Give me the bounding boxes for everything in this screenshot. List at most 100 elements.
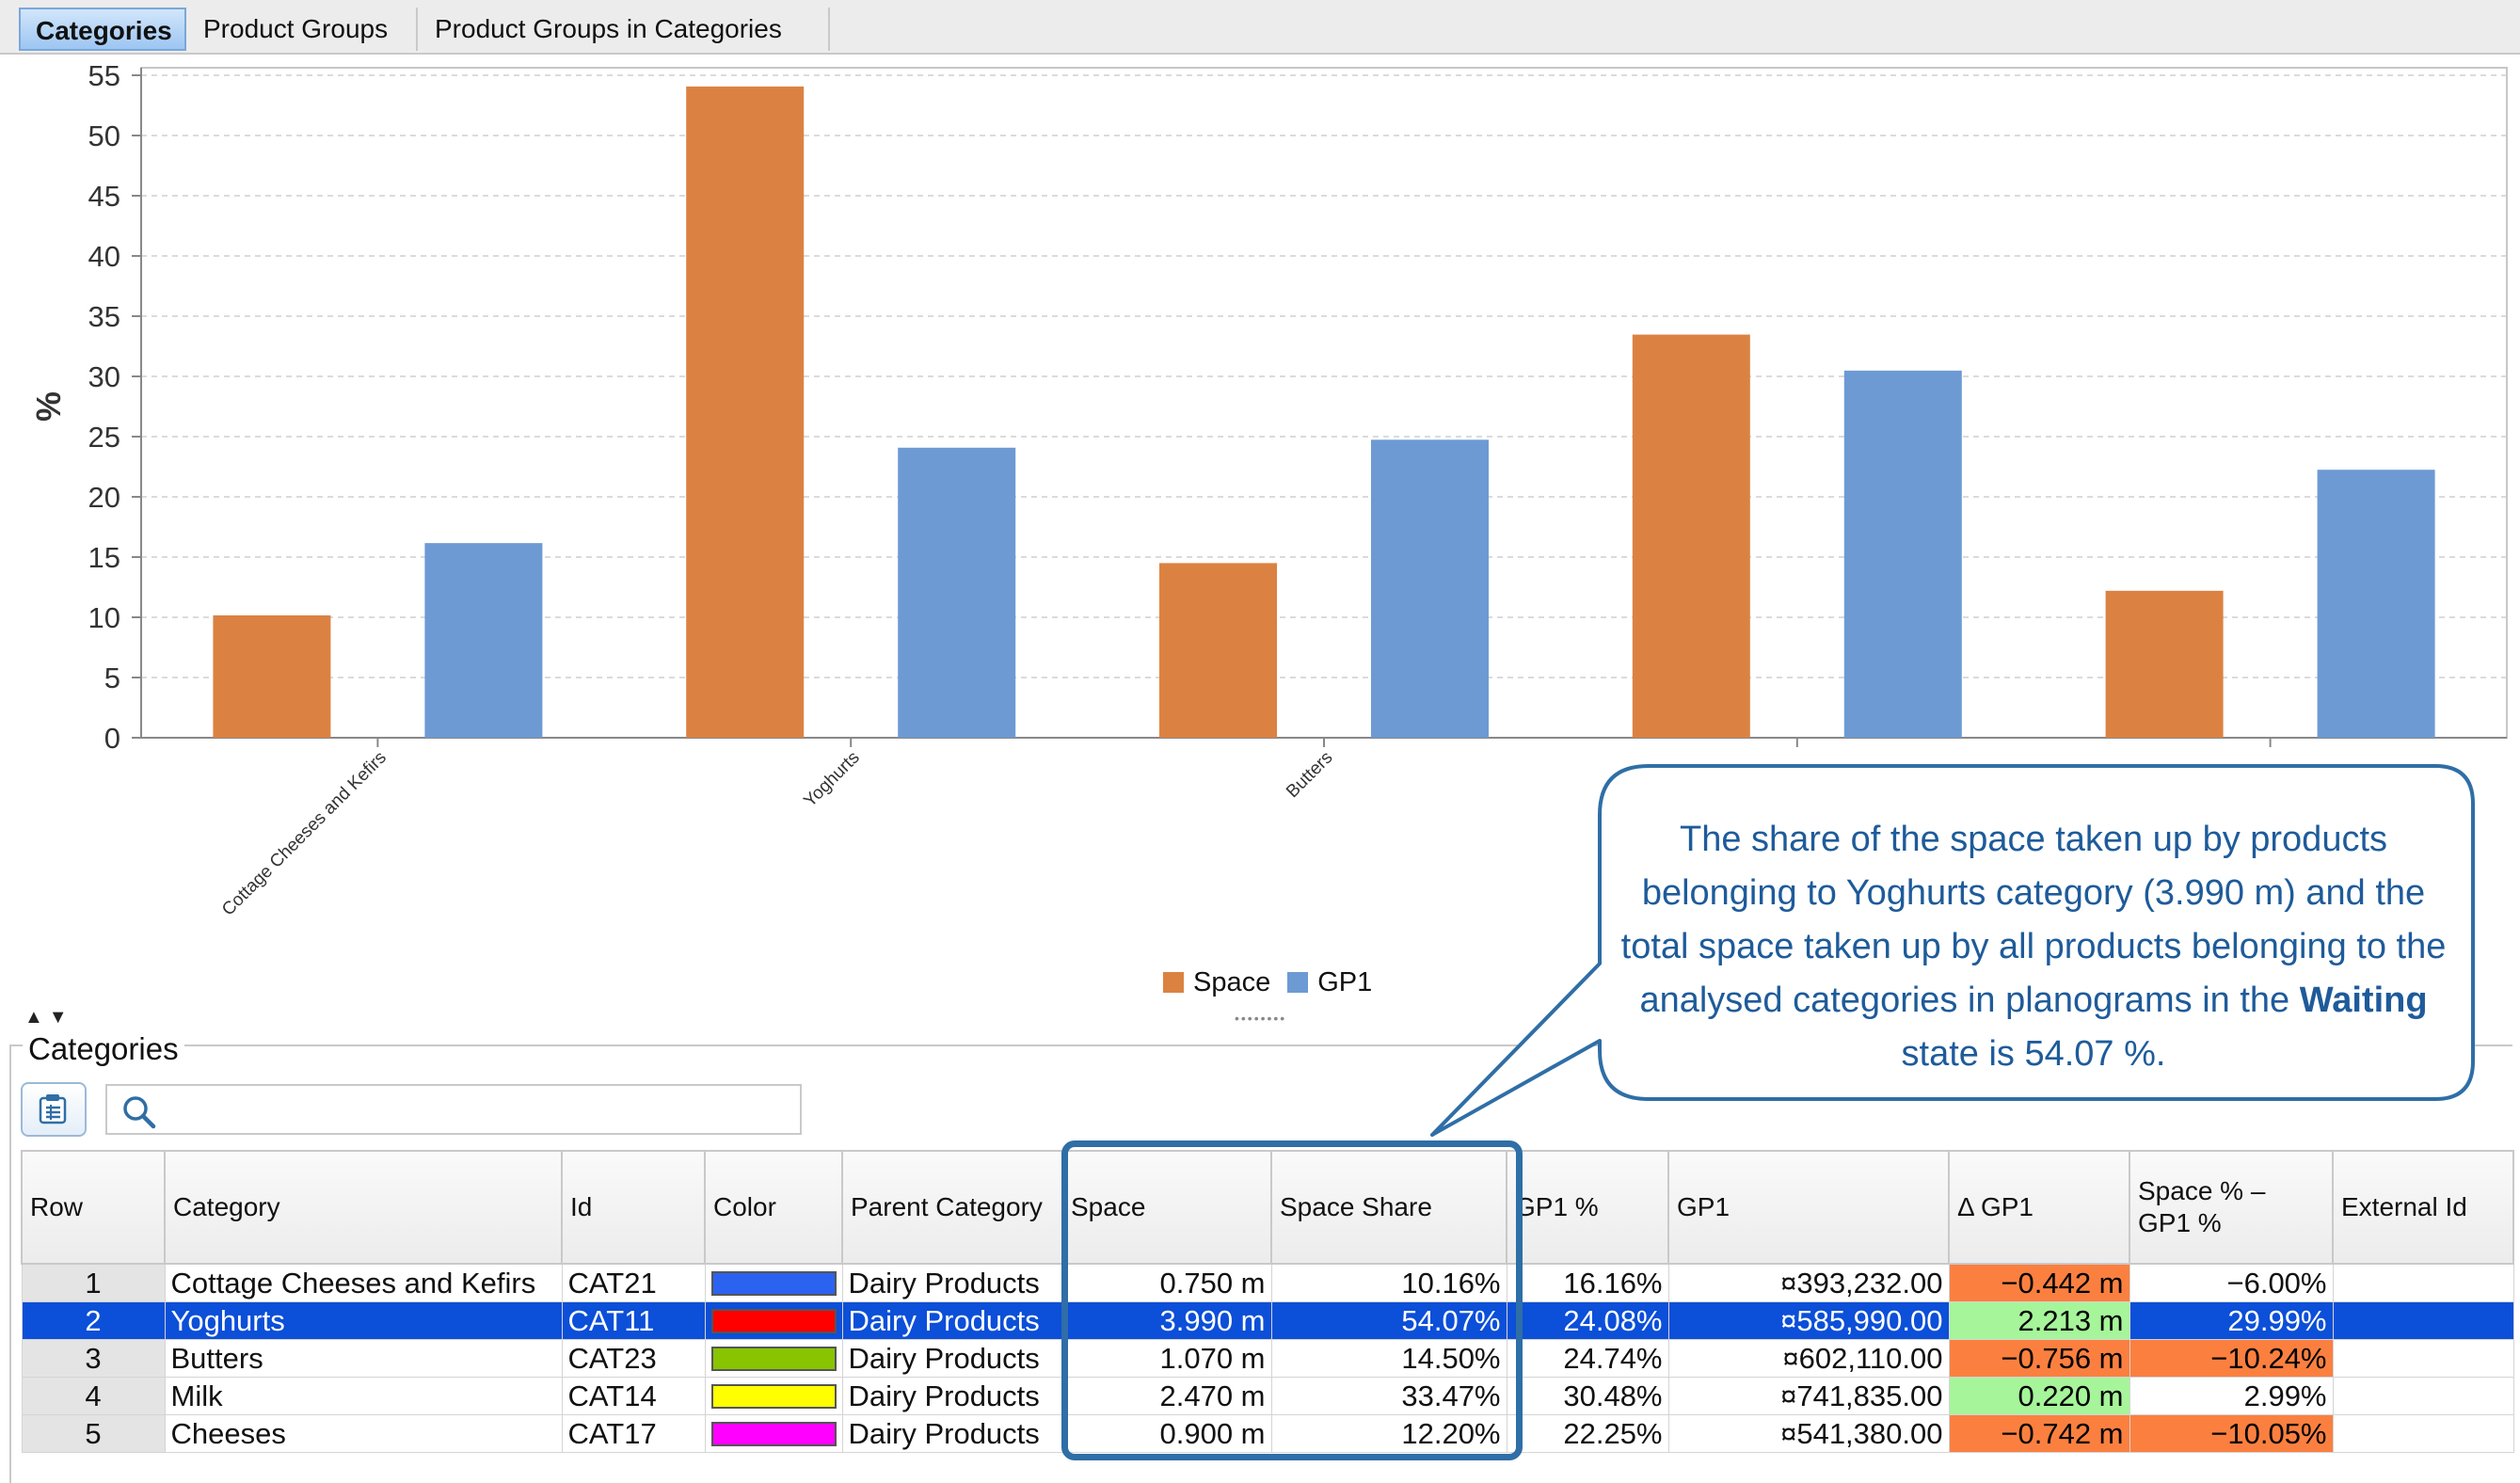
cell-category[interactable]: Cottage Cheeses and Kefirs xyxy=(164,1263,563,1302)
column-header-space[interactable]: Space xyxy=(1061,1150,1272,1265)
cell-category[interactable]: Milk xyxy=(164,1377,563,1415)
cell-space-share[interactable]: 33.47% xyxy=(1270,1377,1507,1415)
splitter-grip[interactable]: •••••••• xyxy=(1235,1011,1287,1026)
cell-row[interactable]: 5 xyxy=(21,1414,166,1453)
bar-gp1-butters[interactable] xyxy=(1371,439,1489,738)
cell-parent-category[interactable]: Dairy Products xyxy=(841,1301,1063,1340)
cell-gp1[interactable]: ¤585,990.00 xyxy=(1667,1301,1950,1340)
table-row[interactable]: 1 Cottage Cheeses and Kefirs CAT21 Dairy Pr… xyxy=(21,1263,2514,1302)
cell-gp1-pct[interactable]: 16.16% xyxy=(1506,1263,1669,1302)
column-header-delta-gp1[interactable]: Δ GP1 xyxy=(1948,1150,2130,1265)
cell-space-share[interactable]: 12.20% xyxy=(1270,1414,1507,1453)
bar-space-cheeses[interactable] xyxy=(2105,590,2224,738)
tab-product-groups-in-categories[interactable]: Product Groups in Categories xyxy=(420,8,830,51)
legend-label-space: Space xyxy=(1193,966,1271,997)
cell-space-minus-gp1[interactable]: 29.99% xyxy=(2129,1301,2334,1340)
cell-row[interactable]: 2 xyxy=(21,1301,166,1340)
tab-product-groups[interactable]: Product Groups xyxy=(188,8,418,51)
cell-gp1-pct[interactable]: 24.08% xyxy=(1506,1301,1669,1340)
search-field[interactable] xyxy=(105,1084,802,1135)
table-row[interactable]: 3 Butters CAT23 Dairy Products 1.070 m 14.50%… xyxy=(21,1339,2514,1378)
cell-id[interactable]: CAT17 xyxy=(561,1414,706,1453)
column-header-gp1-pct[interactable]: GP1 % xyxy=(1506,1150,1669,1265)
cell-category[interactable]: Butters xyxy=(164,1339,563,1378)
search-input[interactable] xyxy=(173,1092,789,1129)
tab-categories[interactable]: Categories xyxy=(19,8,186,51)
cell-id[interactable]: CAT11 xyxy=(561,1301,706,1340)
cell-external-id[interactable] xyxy=(2332,1339,2514,1378)
cell-parent-category[interactable]: Dairy Products xyxy=(841,1414,1063,1453)
cell-color[interactable] xyxy=(704,1263,843,1302)
export-table-button[interactable] xyxy=(21,1082,87,1137)
callout-bold-state: Waiting xyxy=(2299,980,2428,1020)
column-header-space-minus-gp1[interactable]: Space % – GP1 % xyxy=(2129,1150,2334,1265)
cell-external-id[interactable] xyxy=(2332,1377,2514,1415)
cell-gp1-pct[interactable]: 24.74% xyxy=(1506,1339,1669,1378)
cell-delta-gp1[interactable]: 0.220 m xyxy=(1948,1377,2130,1415)
cell-id[interactable]: CAT21 xyxy=(561,1263,706,1302)
cell-gp1-pct[interactable]: 30.48% xyxy=(1506,1377,1669,1415)
cell-space-share[interactable]: 54.07% xyxy=(1270,1301,1507,1340)
cell-row[interactable]: 4 xyxy=(21,1377,166,1415)
cell-space[interactable]: 0.900 m xyxy=(1061,1414,1272,1453)
column-header-color[interactable]: Color xyxy=(704,1150,843,1265)
bar-space-cottage-cheeses-and-kefirs[interactable] xyxy=(213,614,331,738)
bar-gp1-cheeses[interactable] xyxy=(2317,470,2435,738)
table-row[interactable]: 5 Cheeses CAT17 Dairy Products 0.900 m 12.20%… xyxy=(21,1414,2514,1453)
column-header-space-share[interactable]: Space Share xyxy=(1270,1150,1507,1265)
cell-space-minus-gp1[interactable]: 2.99% xyxy=(2129,1377,2334,1415)
splitter-arrows[interactable]: ▲▼ xyxy=(24,1007,73,1028)
cell-space[interactable]: 1.070 m xyxy=(1061,1339,1272,1378)
cell-color[interactable] xyxy=(704,1339,843,1378)
cell-parent-category[interactable]: Dairy Products xyxy=(841,1377,1063,1415)
cell-gp1[interactable]: ¤393,232.00 xyxy=(1667,1263,1950,1302)
table-row[interactable]: 4 Milk CAT14 Dairy Products 2.470 m 33.47% 30.… xyxy=(21,1377,2514,1415)
cell-category[interactable]: Cheeses xyxy=(164,1414,563,1453)
cell-external-id[interactable] xyxy=(2332,1263,2514,1302)
column-header-parent-category[interactable]: Parent Category xyxy=(841,1150,1063,1265)
bar-space-butters[interactable] xyxy=(1159,563,1277,738)
cell-gp1[interactable]: ¤541,380.00 xyxy=(1667,1414,1950,1453)
y-tick-label: 30 xyxy=(88,360,120,393)
cell-row[interactable]: 1 xyxy=(21,1263,166,1302)
table-row[interactable]: 2 Yoghurts CAT11 Dairy Products 3.990 m 54.07… xyxy=(21,1301,2514,1340)
cell-delta-gp1[interactable]: −0.742 m xyxy=(1948,1414,2130,1453)
cell-space[interactable]: 0.750 m xyxy=(1061,1263,1272,1302)
cell-space-share[interactable]: 14.50% xyxy=(1270,1339,1507,1378)
column-header-row[interactable]: Row xyxy=(21,1150,166,1265)
cell-parent-category[interactable]: Dairy Products xyxy=(841,1263,1063,1302)
cell-space-minus-gp1[interactable]: −6.00% xyxy=(2129,1263,2334,1302)
bar-gp1-yoghurts[interactable] xyxy=(898,447,1016,738)
cell-delta-gp1[interactable]: 2.213 m xyxy=(1948,1301,2130,1340)
cell-gp1[interactable]: ¤741,835.00 xyxy=(1667,1377,1950,1415)
cell-external-id[interactable] xyxy=(2332,1414,2514,1453)
cell-external-id[interactable] xyxy=(2332,1301,2514,1340)
cell-gp1[interactable]: ¤602,110.00 xyxy=(1667,1339,1950,1378)
cell-gp1-pct[interactable]: 22.25% xyxy=(1506,1414,1669,1453)
cell-delta-gp1[interactable]: −0.756 m xyxy=(1948,1339,2130,1378)
cell-id[interactable]: CAT14 xyxy=(561,1377,706,1415)
bar-space-milk[interactable] xyxy=(1632,334,1750,738)
color-swatch xyxy=(710,1346,837,1371)
cell-parent-category[interactable]: Dairy Products xyxy=(841,1339,1063,1378)
cell-color[interactable] xyxy=(704,1377,843,1415)
cell-delta-gp1[interactable]: −0.442 m xyxy=(1948,1263,2130,1302)
cell-color[interactable] xyxy=(704,1414,843,1453)
cell-id[interactable]: CAT23 xyxy=(561,1339,706,1378)
cell-space[interactable]: 2.470 m xyxy=(1061,1377,1272,1415)
column-header-gp1[interactable]: GP1 xyxy=(1667,1150,1950,1265)
cell-space[interactable]: 3.990 m xyxy=(1061,1301,1272,1340)
column-header-id[interactable]: Id xyxy=(561,1150,706,1265)
cell-color[interactable] xyxy=(704,1301,843,1340)
column-header-external-id[interactable]: External Id xyxy=(2332,1150,2514,1265)
x-tick-label: Cottage Cheeses and Kefirs xyxy=(218,748,391,920)
column-header-category[interactable]: Category xyxy=(164,1150,563,1265)
bar-gp1-milk[interactable] xyxy=(1843,370,1962,738)
bar-gp1-cottage-cheeses-and-kefirs[interactable] xyxy=(424,543,543,738)
bar-space-yoghurts[interactable] xyxy=(686,86,805,739)
cell-space-share[interactable]: 10.16% xyxy=(1270,1263,1507,1302)
cell-space-minus-gp1[interactable]: −10.24% xyxy=(2129,1339,2334,1378)
cell-space-minus-gp1[interactable]: −10.05% xyxy=(2129,1414,2334,1453)
cell-row[interactable]: 3 xyxy=(21,1339,166,1378)
cell-category[interactable]: Yoghurts xyxy=(164,1301,563,1340)
